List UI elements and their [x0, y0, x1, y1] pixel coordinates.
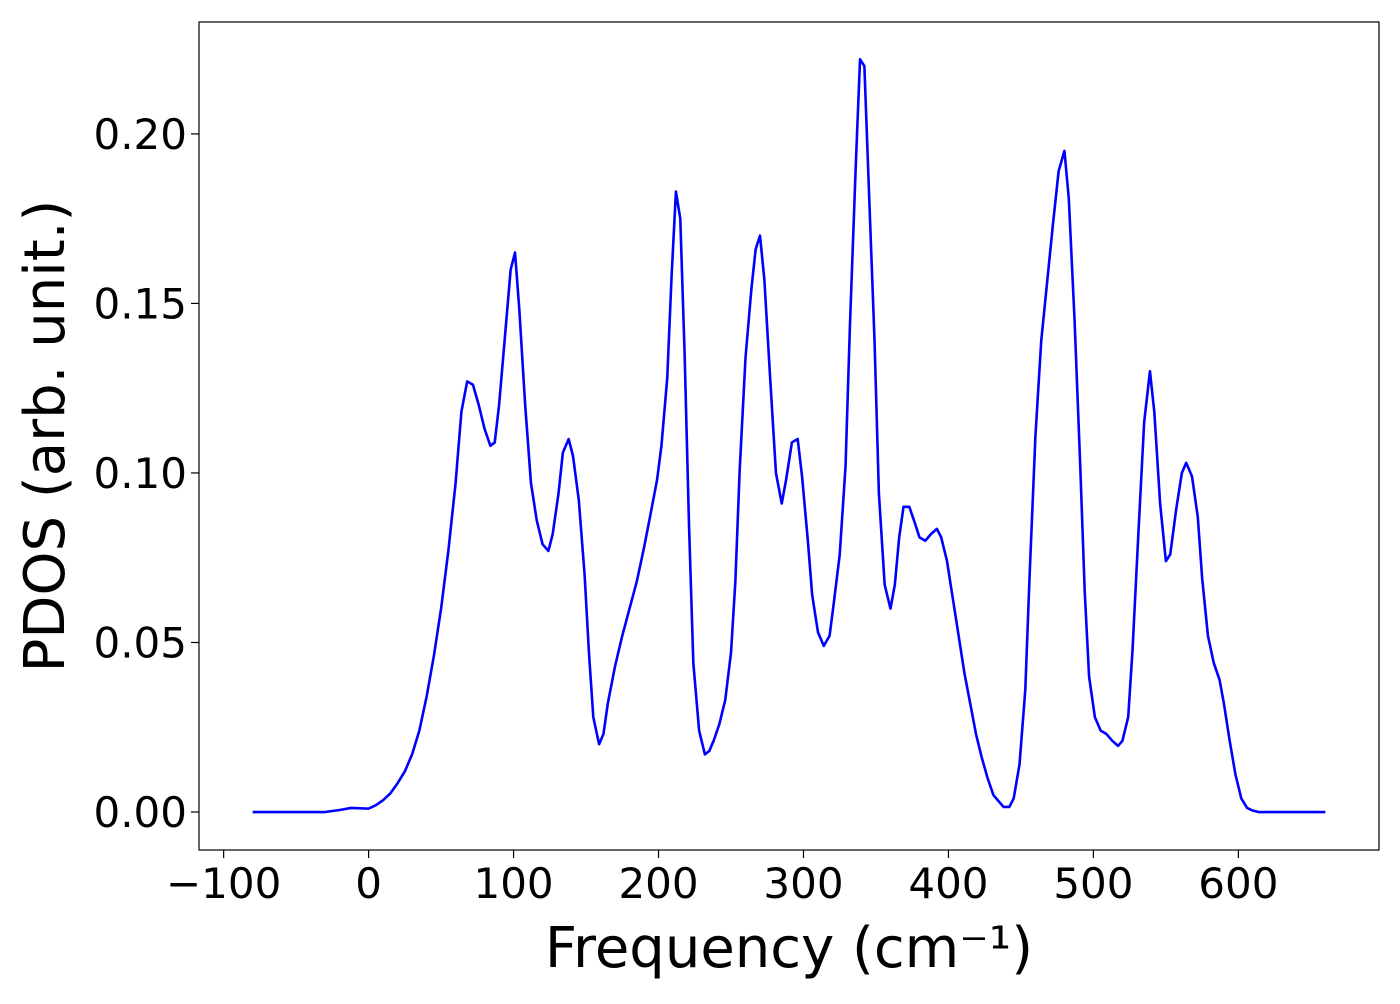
x-tick-label: 400	[908, 859, 988, 908]
plot-frame	[198, 21, 1380, 851]
y-axis-label: PDOS (arb. unit.)	[13, 200, 78, 673]
y-tick-label: 0.20	[93, 110, 187, 159]
y-tick-label: 0.05	[93, 618, 187, 667]
x-axis-label: Frequency (cm⁻¹)	[545, 916, 1033, 981]
x-tick-label: 600	[1198, 859, 1278, 908]
x-tick-label: −100	[166, 859, 281, 908]
x-tick-label: 0	[355, 859, 382, 908]
x-tick-label: 500	[1053, 859, 1133, 908]
y-tick-label: 0.15	[93, 279, 187, 328]
y-tick-label: 0.00	[93, 788, 187, 837]
x-tick-label: 300	[763, 859, 843, 908]
x-tick-label: 100	[473, 859, 553, 908]
x-tick-label: 200	[618, 859, 698, 908]
data-line	[252, 58, 1326, 814]
y-tick-label: 0.10	[93, 449, 187, 498]
